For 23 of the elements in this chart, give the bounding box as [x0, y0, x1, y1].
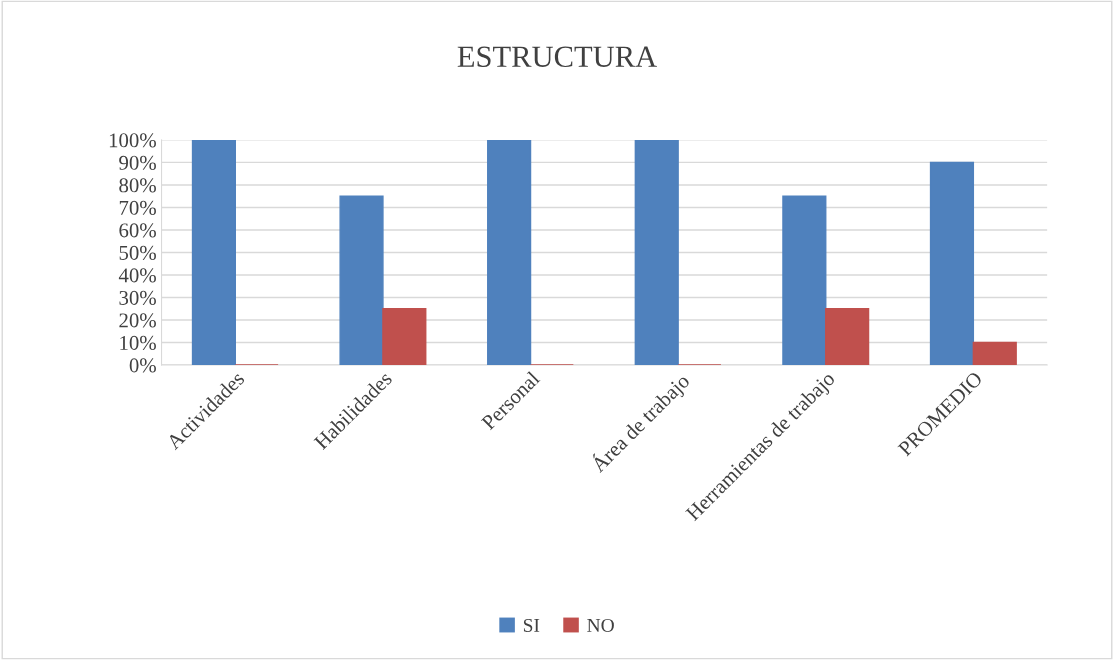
y-tick-label: 60%: [119, 223, 156, 238]
bar: [191, 139, 237, 365]
legend-label: SI: [523, 618, 540, 632]
bar: [782, 195, 827, 365]
y-tick-label: 40%: [118, 268, 156, 283]
y-tick-label: 0%: [129, 358, 156, 373]
y-tick-label: 90%: [119, 155, 156, 170]
bar: [339, 195, 384, 365]
bar: [487, 139, 532, 365]
y-tick-label: 80%: [119, 178, 156, 193]
bar: [634, 139, 679, 365]
bar: [825, 308, 870, 365]
y-tick-label: 70%: [119, 200, 156, 215]
legend-label: NO: [587, 618, 614, 632]
y-tick-label: 50%: [119, 245, 156, 260]
bar: [972, 341, 1017, 365]
y-tick-label: 30%: [119, 290, 156, 305]
y-tick-label: 20%: [119, 313, 156, 328]
y-tick-label: 100%: [109, 133, 156, 148]
y-tick-label: 10%: [120, 335, 156, 350]
chart-title: ESTRUCTURA: [457, 46, 657, 68]
bar: [382, 308, 427, 365]
bar: [929, 161, 975, 365]
